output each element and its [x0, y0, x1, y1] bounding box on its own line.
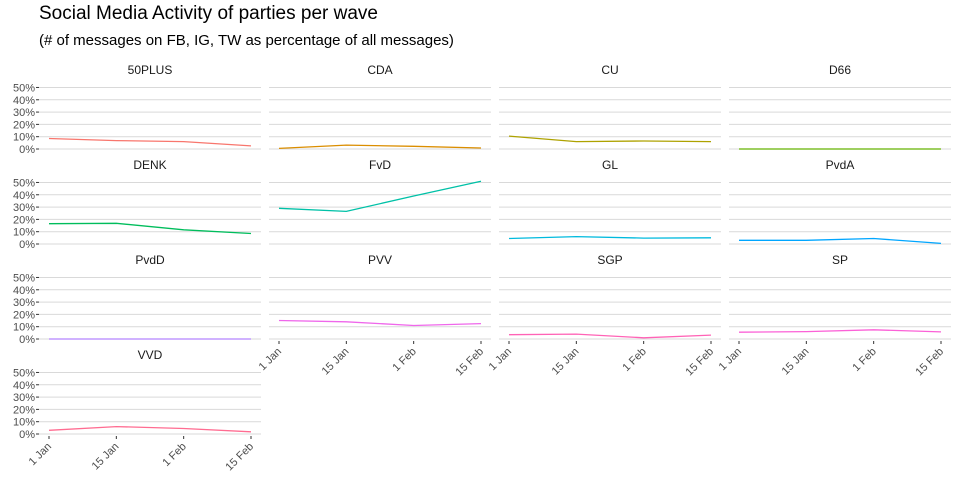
y-tick-label: 50%	[13, 272, 35, 284]
facet-strip-label: D66	[829, 63, 851, 77]
y-tick-label: 30%	[13, 392, 35, 404]
series-line-cu	[508, 135, 712, 143]
facet-panel-cu: CU	[499, 63, 721, 150]
y-tick-label: 10%	[13, 417, 35, 429]
y-tick-label: 20%	[13, 404, 35, 416]
y-tick-label: 10%	[13, 132, 35, 144]
facet-strip-label: GL	[602, 158, 618, 172]
x-tick-label: 1 Feb	[620, 346, 648, 374]
series-line-pvda	[739, 237, 942, 245]
x-tick-label: 1 Feb	[850, 346, 878, 374]
x-tick-label: 1 Jan	[27, 441, 55, 469]
facet-panel-50plus: 50PLUS 0%10%20%30%40%50%	[13, 63, 261, 156]
y-tick-label: 0%	[19, 334, 35, 346]
y-tick-label: 10%	[13, 227, 35, 239]
series-line-cda	[278, 144, 482, 150]
facet-strip-label: DENK	[133, 158, 166, 172]
facet-strip-label: PvdA	[826, 158, 855, 172]
y-tick-label: 0%	[19, 239, 35, 251]
facet-panel-d66: D66	[729, 63, 951, 150]
y-tick-label: 0%	[19, 429, 35, 441]
facet-strip-label: CU	[601, 63, 618, 77]
facet-panel-gl: GL	[499, 158, 721, 245]
facet-panel-fvd: FvD	[269, 158, 491, 245]
y-tick-label: 40%	[13, 380, 35, 392]
facet-strip-label: 50PLUS	[128, 63, 173, 77]
facet-strip-label: VVD	[138, 348, 163, 362]
x-tick-label: 1 Feb	[160, 441, 188, 469]
facet-strip-label: FvD	[369, 158, 391, 172]
facet-panel-pvdd: PvdD 0%10%20%30%40%50%	[13, 253, 261, 346]
series-line-vvd	[48, 425, 252, 433]
x-tick-label: 15 Jan	[780, 346, 812, 378]
y-tick-label: 50%	[13, 367, 35, 379]
x-tick-label: 15 Jan	[320, 346, 352, 378]
x-tick-label: 15 Feb	[683, 346, 716, 379]
x-tick-label: 15 Jan	[550, 346, 582, 378]
facet-strip-label: PvdD	[135, 253, 165, 267]
facet-strip-label: PVV	[368, 253, 392, 267]
y-tick-label: 20%	[13, 119, 35, 131]
facet-strip-label: SGP	[597, 253, 622, 267]
x-tick-label: 15 Feb	[453, 346, 486, 379]
y-tick-label: 30%	[13, 202, 35, 214]
y-tick-label: 50%	[13, 177, 35, 189]
facet-panel-cda: CDA	[269, 63, 491, 150]
y-tick-label: 40%	[13, 285, 35, 297]
chart-subtitle: (# of messages on FB, IG, TW as percenta…	[39, 32, 454, 49]
chart-title: Social Media Activity of parties per wav…	[39, 3, 378, 24]
y-tick-label: 30%	[13, 107, 35, 119]
facet-strip-label: SP	[832, 253, 848, 267]
facet-strip-label: CDA	[367, 63, 392, 77]
facet-panel-pvda: PvdA	[729, 158, 951, 245]
series-line-sgp	[508, 333, 712, 339]
facet-panel-denk: DENK 0%10%20%30%40%50%	[13, 158, 261, 251]
y-tick-label: 40%	[13, 95, 35, 107]
x-tick-label: 1 Jan	[257, 346, 285, 374]
x-tick-label: 15 Feb	[223, 441, 256, 474]
series-line-gl	[508, 235, 712, 240]
facet-panel-sp: SP 1 Jan 15 Jan 1 Feb 15 Feb	[717, 253, 951, 378]
facet-panel-vvd: VVD 0%10%20%30%40%50% 1 Jan 15 Jan 1 Feb 15 F…	[13, 348, 261, 473]
x-tick-label: 1 Jan	[717, 346, 745, 374]
series-line-50plus	[48, 137, 252, 147]
y-tick-label: 10%	[13, 322, 35, 334]
x-tick-label: 15 Feb	[913, 346, 946, 379]
y-tick-label: 20%	[13, 214, 35, 226]
y-tick-label: 40%	[13, 190, 35, 202]
facet-panel-pvv: PVV 1 Jan 15 Jan 1 Feb 15 Feb	[257, 253, 491, 378]
y-tick-label: 0%	[19, 144, 35, 156]
y-tick-label: 20%	[13, 309, 35, 321]
facet-panel-sgp: SGP 1 Jan 15 Jan 1 Feb 15 Feb	[487, 253, 721, 378]
series-line-fvd	[278, 180, 482, 213]
series-line-sp	[738, 329, 942, 333]
x-tick-label: 15 Jan	[90, 441, 122, 473]
x-tick-label: 1 Jan	[487, 346, 515, 374]
x-tick-label: 1 Feb	[390, 346, 418, 374]
y-tick-label: 50%	[13, 82, 35, 94]
series-line-denk	[48, 222, 252, 235]
y-tick-label: 30%	[13, 297, 35, 309]
series-line-pvv	[278, 319, 482, 327]
